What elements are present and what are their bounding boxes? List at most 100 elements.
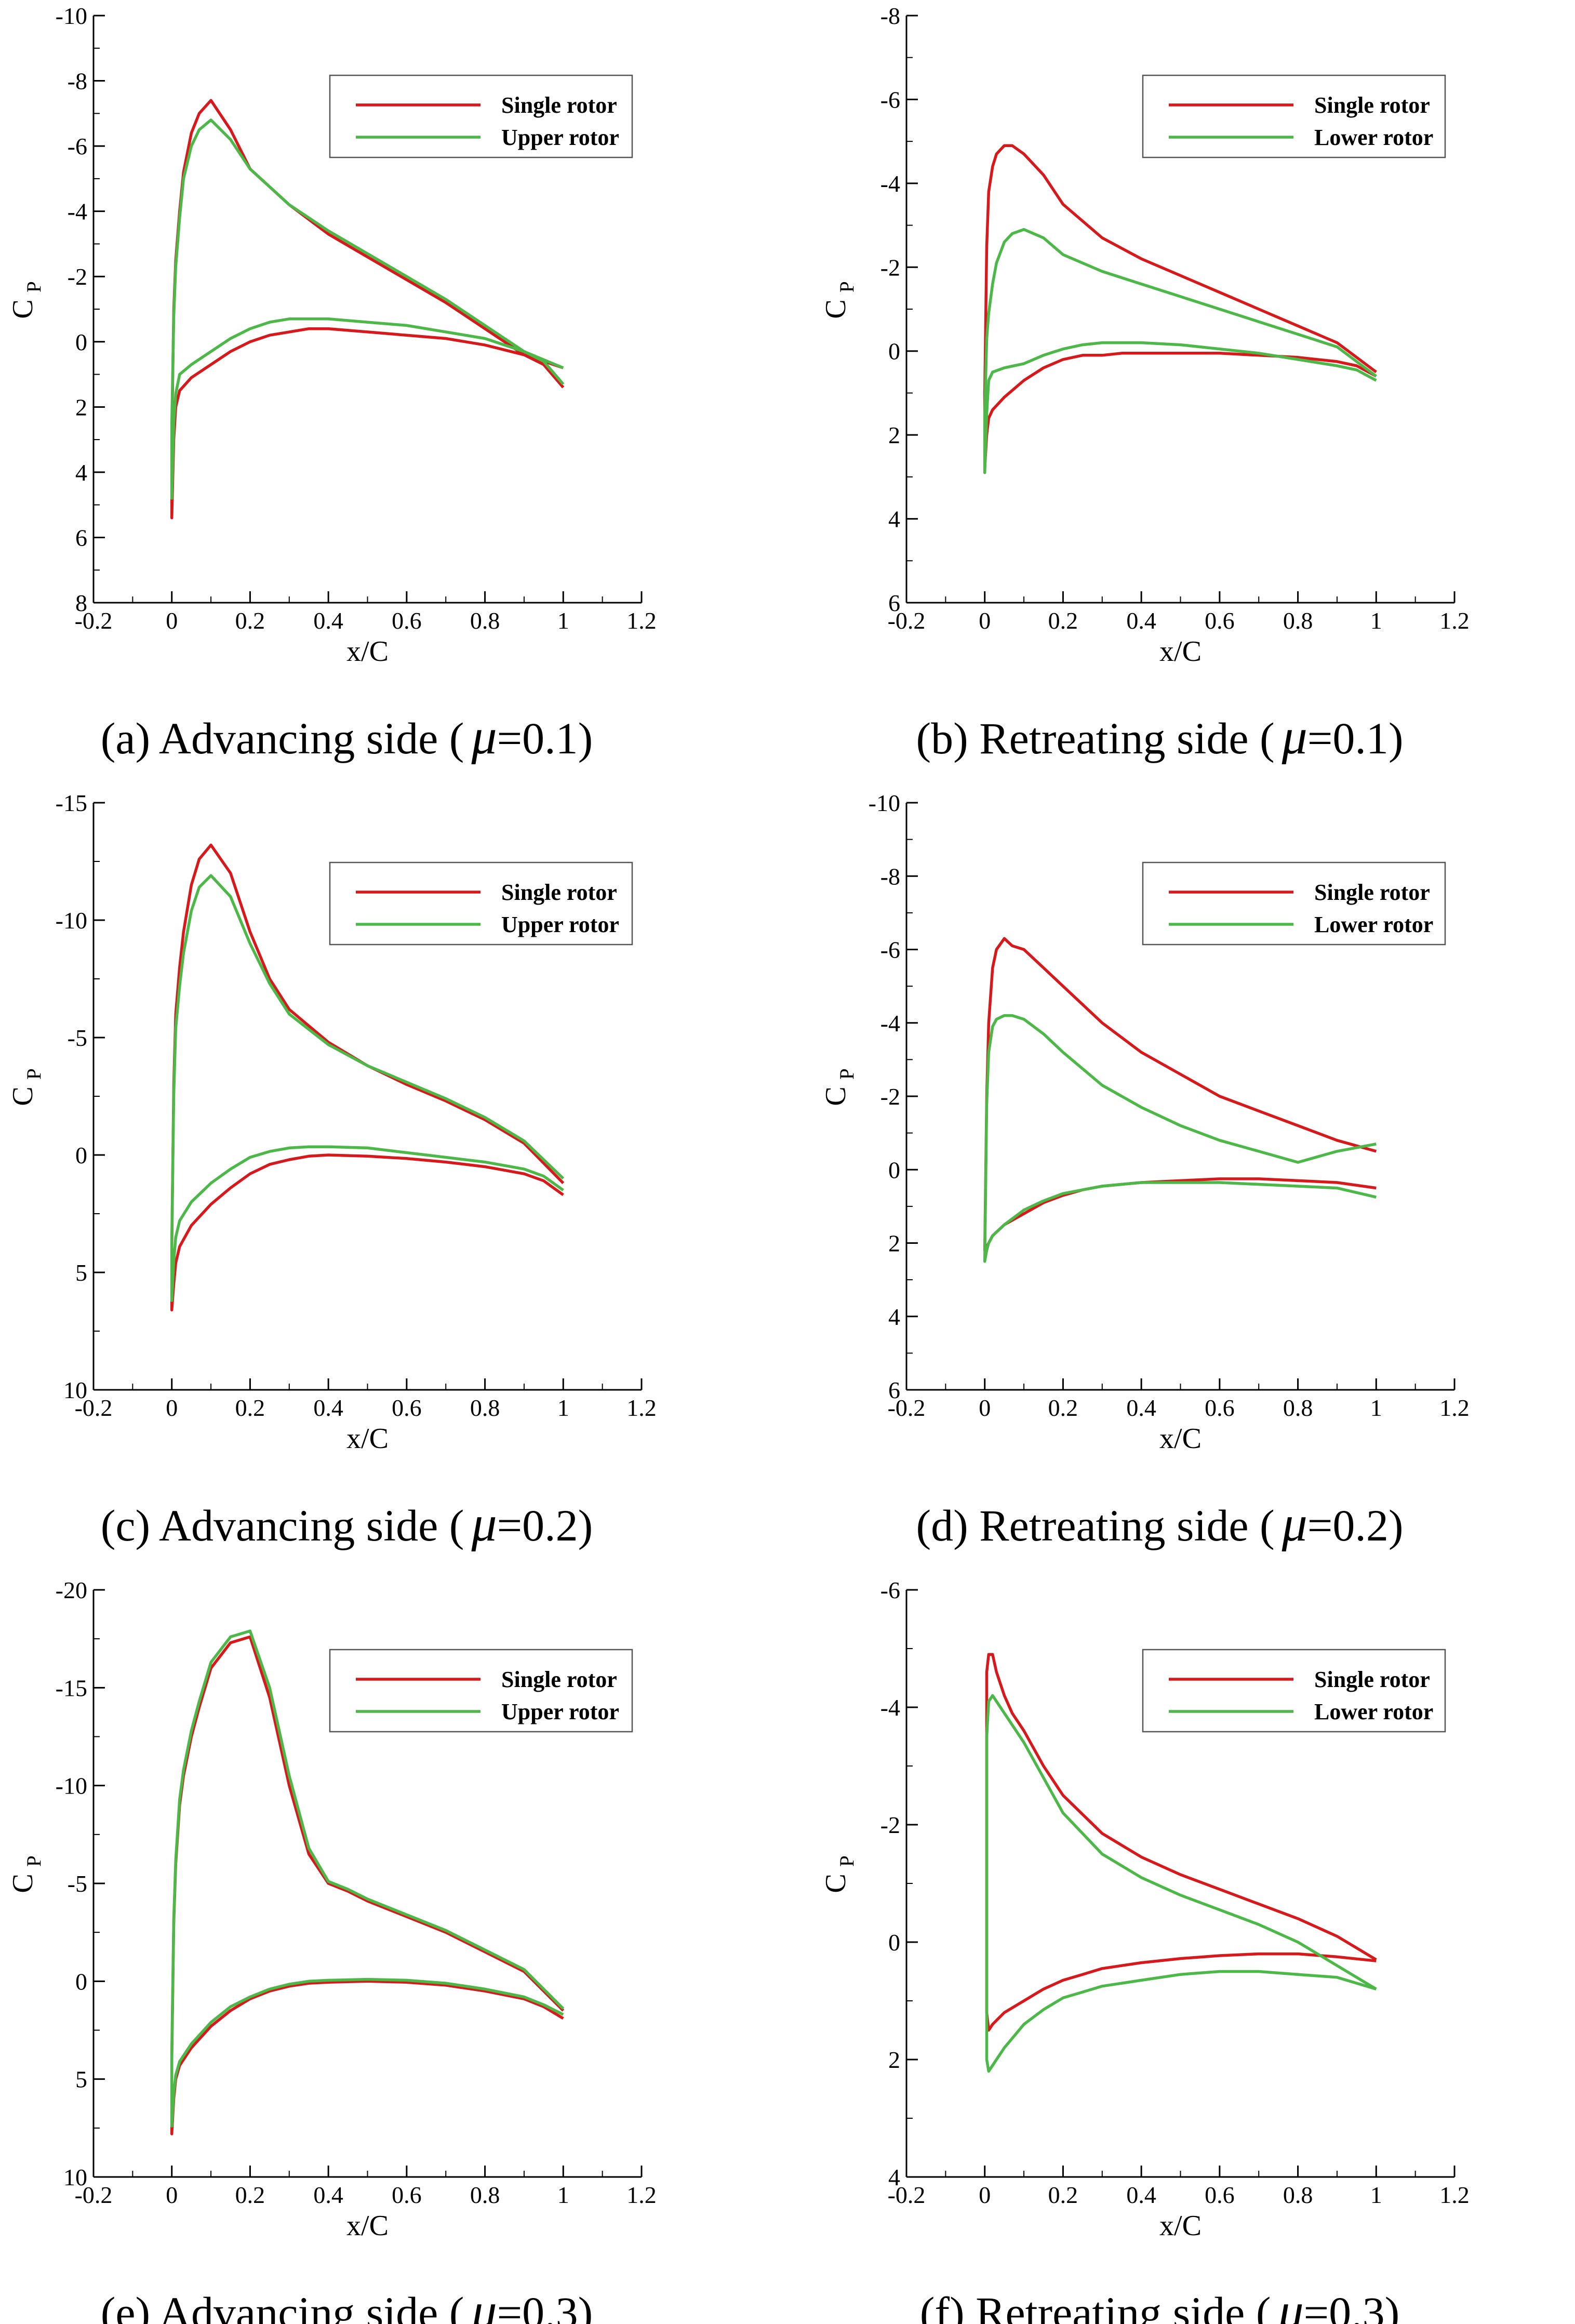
chart-caption: (a) Advancing side (μ=0.1)	[101, 709, 593, 765]
y-axis-label-subscript: P	[23, 1855, 45, 1867]
legend-box	[1142, 861, 1446, 946]
y-tick-label: 6	[888, 1377, 900, 1403]
y-tick-label: 0	[888, 338, 900, 365]
series-line-lower-rotor	[983, 228, 1377, 474]
chart-caption: (e) Advancing side (μ=0.3)	[101, 2283, 593, 2324]
x-tick-label: 0	[979, 1395, 991, 1421]
x-tick-label: 0.2	[235, 1395, 265, 1421]
x-axis-label: x/C	[1159, 635, 1202, 668]
y-tick-label: -4	[68, 198, 87, 225]
x-tick-label: 0.4	[1126, 607, 1156, 634]
legend-box	[329, 1649, 633, 1733]
y-tick-label: 6	[75, 524, 87, 551]
y-tick-label: 0	[888, 1929, 900, 1956]
legend-box	[1142, 74, 1446, 158]
chart-panel-4: -10 -8 -6 -4 -2 0 2 4 6-0.2 0 0.2 0.4 0.6 0.8 1 1.2 x/C C…	[820, 790, 1470, 1552]
x-tick-label: 0.6	[392, 1395, 422, 1421]
x-tick-label: 0.2	[1048, 2182, 1078, 2208]
y-tick-label: -8	[880, 3, 900, 29]
x-tick-label: -0.2	[888, 2182, 926, 2208]
y-tick-label: 2	[888, 1230, 900, 1257]
y-tick-label: -20	[56, 1577, 87, 1603]
y-tick-label: -10	[56, 3, 87, 29]
legend-box	[329, 74, 633, 158]
x-tick-label: 1.2	[626, 2182, 657, 2208]
x-tick-label: 0.8	[470, 607, 500, 634]
x-tick-label: 1	[557, 1395, 569, 1421]
x-tick-label: 0.8	[1283, 1395, 1313, 1421]
y-axis-label: CP	[820, 281, 858, 318]
series-line-upper-rotor	[170, 874, 565, 1302]
series-line-single-rotor	[983, 144, 1377, 470]
x-tick-label: -0.2	[888, 607, 926, 634]
x-tick-label: 0.4	[313, 1395, 343, 1421]
x-tick-label: 0.6	[1205, 1395, 1235, 1421]
legend-entry: Upper rotor	[501, 912, 619, 937]
y-tick-label: -8	[880, 863, 900, 889]
y-tick-label: 4	[888, 1304, 900, 1330]
y-tick-label: -6	[880, 937, 900, 963]
legend-entry: Single rotor	[1314, 1667, 1430, 1692]
chart-caption: (b) Retreating side (μ=0.1)	[916, 709, 1404, 765]
y-tick-label: -4	[880, 1694, 900, 1721]
series-line-upper-rotor	[170, 1629, 565, 2128]
y-tick-label: -10	[869, 790, 900, 816]
x-tick-label: 1.2	[626, 1395, 657, 1421]
legend-entry: Single rotor	[501, 1667, 617, 1692]
x-tick-label: 0.2	[1048, 607, 1078, 634]
y-axis-label-subscript: P	[23, 1068, 45, 1080]
series-line-single-rotor	[983, 937, 1377, 1252]
y-tick-label: -4	[880, 170, 900, 197]
y-tick-label: 10	[63, 2164, 87, 2190]
chart-panel-5: -20 -15 -10 -5 0 5 10-0.2 0 0.2 0.4 0.6 0.8 1 1.2 x/C C…	[7, 1577, 657, 2324]
x-tick-label: 0.6	[392, 607, 422, 634]
y-tick-label: -10	[56, 907, 87, 934]
y-axis-label-main: C	[7, 1086, 39, 1106]
x-axis-label: x/C	[1159, 2210, 1202, 2242]
x-tick-label: 0.8	[1283, 607, 1313, 634]
series-line-single-rotor	[170, 99, 565, 520]
y-axis-label-subscript: P	[836, 281, 858, 293]
x-tick-label: 1	[557, 607, 569, 634]
series-line-lower-rotor	[983, 1014, 1377, 1263]
y-tick-label: -4	[880, 1010, 900, 1037]
y-tick-label: 4	[75, 459, 87, 486]
x-tick-label: 1	[557, 2182, 569, 2208]
chart-panel-3: -15 -10 -5 0 5 10-0.2 0 0.2 0.4 0.6 0.8 1 1.2 x/C CP Si…	[7, 790, 657, 1552]
y-tick-label: -6	[880, 1577, 900, 1603]
legend-entry: Single rotor	[501, 880, 617, 905]
x-tick-label: 1.2	[1439, 2182, 1470, 2208]
x-tick-label: 1	[1370, 1395, 1382, 1421]
x-tick-label: -0.2	[888, 1395, 926, 1421]
y-tick-label: -15	[56, 790, 87, 816]
y-tick-label: -8	[68, 68, 87, 95]
x-tick-label: 0.6	[1205, 607, 1235, 634]
y-tick-label: -2	[880, 1083, 900, 1110]
y-axis-label: CP	[820, 1068, 858, 1106]
x-tick-label: -0.2	[75, 1395, 113, 1421]
legend-box	[329, 861, 633, 946]
x-tick-label: 0	[166, 1395, 178, 1421]
x-tick-label: 1	[1370, 2182, 1382, 2208]
legend-entry: Single rotor	[1314, 880, 1430, 905]
x-tick-label: 0.4	[313, 607, 343, 634]
y-axis-label-subscript: P	[836, 1855, 858, 1867]
x-tick-label: 0	[166, 2182, 178, 2208]
y-axis-label-subscript: P	[836, 1068, 858, 1080]
x-tick-label: 1.2	[626, 607, 657, 634]
legend-entry: Single rotor	[501, 92, 617, 118]
x-tick-label: 0.8	[1283, 2182, 1313, 2208]
legend-entry: Upper rotor	[501, 1699, 619, 1724]
x-axis-label: x/C	[346, 635, 389, 668]
legend-box	[1142, 1649, 1446, 1733]
y-tick-label: 6	[888, 590, 900, 616]
x-tick-label: 0.4	[313, 2182, 343, 2208]
y-axis-label-main: C	[820, 1874, 852, 1893]
y-axis-label-subscript: P	[23, 281, 45, 293]
legend-entry: Single rotor	[1314, 92, 1430, 118]
x-tick-label: 0.2	[235, 607, 265, 634]
y-tick-label: -6	[68, 133, 87, 160]
x-tick-label: 0	[166, 607, 178, 634]
y-tick-label: -5	[68, 1025, 87, 1051]
y-axis-label: CP	[820, 1855, 858, 1893]
